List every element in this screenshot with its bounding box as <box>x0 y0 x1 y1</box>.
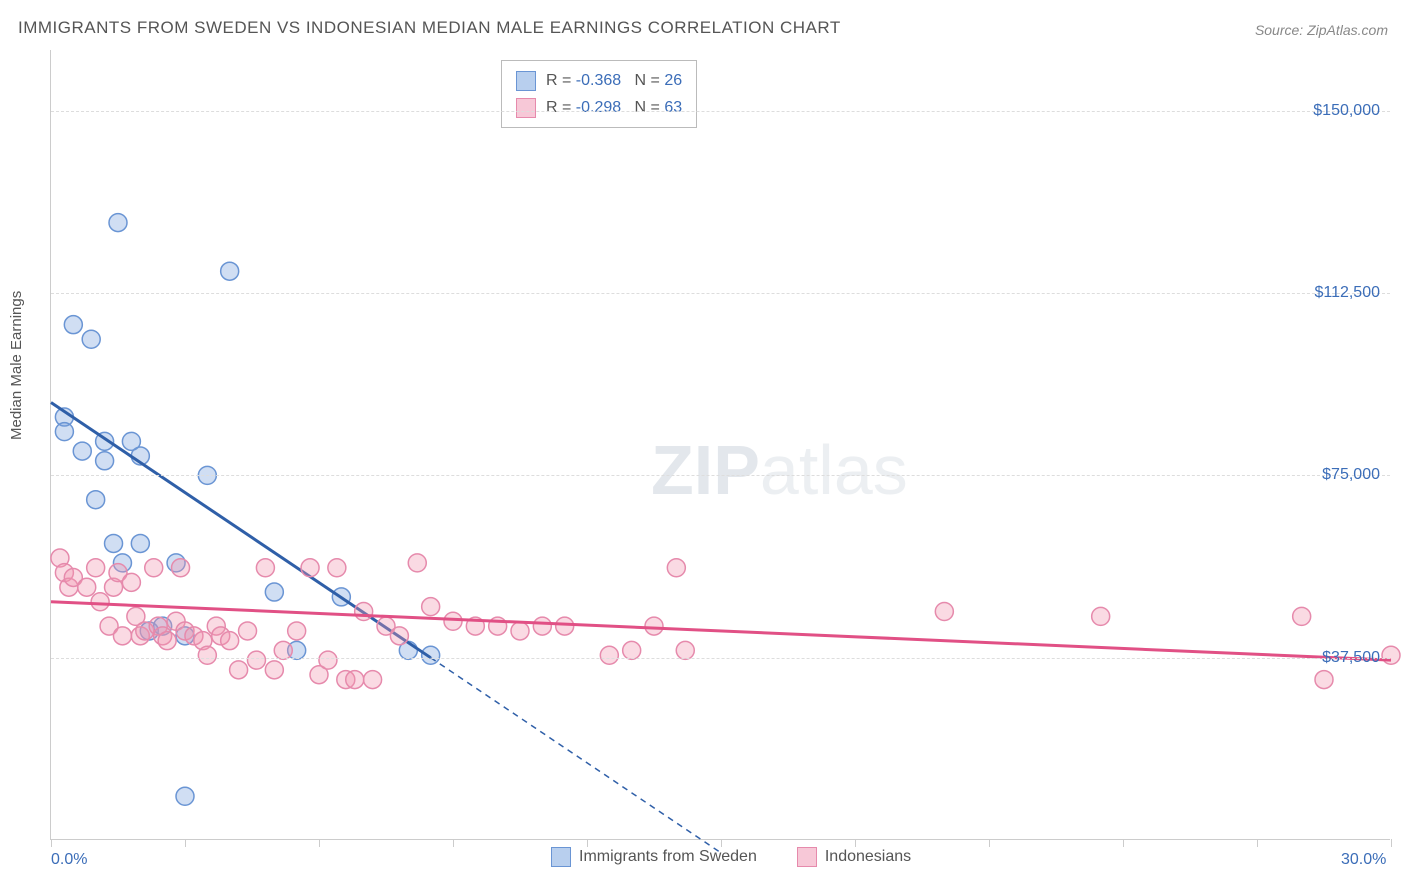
legend-item-indonesians: Indonesians <box>797 847 911 867</box>
gridline-h <box>51 111 1390 112</box>
data-point-sweden <box>64 316 82 334</box>
data-point-indonesians <box>645 617 663 635</box>
data-point-sweden <box>176 787 194 805</box>
data-point-indonesians <box>319 651 337 669</box>
data-point-indonesians <box>122 573 140 591</box>
data-point-indonesians <box>600 646 618 664</box>
x-tick-label: 30.0% <box>1341 851 1386 869</box>
data-point-indonesians <box>444 612 462 630</box>
data-point-sweden <box>265 583 283 601</box>
legend-label-sweden: Immigrants from Sweden <box>579 848 757 866</box>
x-tick <box>1257 839 1258 847</box>
data-point-indonesians <box>78 578 96 596</box>
chart-title: IMMIGRANTS FROM SWEDEN VS INDONESIAN MED… <box>18 18 841 38</box>
y-tick-label: $112,500 <box>1314 284 1380 302</box>
data-point-indonesians <box>935 603 953 621</box>
data-point-sweden <box>87 491 105 509</box>
x-tick <box>989 839 990 847</box>
data-point-indonesians <box>91 593 109 611</box>
chart-svg <box>51 50 1390 839</box>
data-point-indonesians <box>556 617 574 635</box>
x-tick <box>185 839 186 847</box>
data-point-indonesians <box>230 661 248 679</box>
legend-swatch-sweden <box>516 71 536 91</box>
legend-label-indonesians: Indonesians <box>825 848 911 866</box>
gridline-h <box>51 475 1390 476</box>
data-point-indonesians <box>346 671 364 689</box>
data-point-indonesians <box>274 641 292 659</box>
gridline-h <box>51 293 1390 294</box>
data-point-indonesians <box>239 622 257 640</box>
data-point-indonesians <box>390 627 408 645</box>
x-tick <box>1391 839 1392 847</box>
legend-corr-text-indonesians: R = -0.298 N = 63 <box>546 94 682 121</box>
data-point-sweden <box>221 262 239 280</box>
data-point-indonesians <box>113 627 131 645</box>
data-point-indonesians <box>422 598 440 616</box>
legend-corr-row-sweden: R = -0.368 N = 26 <box>516 67 682 94</box>
data-point-indonesians <box>328 559 346 577</box>
data-point-indonesians <box>511 622 529 640</box>
data-point-indonesians <box>533 617 551 635</box>
data-point-indonesians <box>623 641 641 659</box>
data-point-indonesians <box>667 559 685 577</box>
data-point-sweden <box>73 442 91 460</box>
y-tick-label: $75,000 <box>1322 466 1380 484</box>
data-point-indonesians <box>301 559 319 577</box>
x-tick <box>855 839 856 847</box>
data-point-indonesians <box>676 641 694 659</box>
correlation-legend: R = -0.368 N = 26R = -0.298 N = 63 <box>501 60 697 128</box>
data-point-indonesians <box>221 632 239 650</box>
legend-swatch-bottom-sweden <box>551 847 571 867</box>
chart-plot-area: ZIPatlas R = -0.368 N = 26R = -0.298 N =… <box>50 50 1390 840</box>
x-tick <box>51 839 52 847</box>
legend-swatch-bottom-indonesians <box>797 847 817 867</box>
data-point-sweden <box>55 423 73 441</box>
source-attribution: Source: ZipAtlas.com <box>1255 22 1388 38</box>
legend-item-sweden: Immigrants from Sweden <box>551 847 757 867</box>
data-point-indonesians <box>288 622 306 640</box>
data-point-sweden <box>131 534 149 552</box>
data-point-indonesians <box>172 559 190 577</box>
data-point-sweden <box>109 214 127 232</box>
data-point-indonesians <box>247 651 265 669</box>
data-point-indonesians <box>1293 607 1311 625</box>
legend-swatch-indonesians <box>516 98 536 118</box>
x-tick-label: 0.0% <box>51 851 87 869</box>
data-point-indonesians <box>355 603 373 621</box>
y-tick-label: $150,000 <box>1313 102 1380 120</box>
data-point-indonesians <box>408 554 426 572</box>
data-point-indonesians <box>145 559 163 577</box>
y-tick-label: $37,500 <box>1322 649 1380 667</box>
data-point-indonesians <box>158 632 176 650</box>
data-point-indonesians <box>1315 671 1333 689</box>
data-point-sweden <box>105 534 123 552</box>
x-tick <box>453 839 454 847</box>
x-tick <box>587 839 588 847</box>
gridline-h <box>51 658 1390 659</box>
x-tick <box>1123 839 1124 847</box>
x-tick <box>319 839 320 847</box>
data-point-indonesians <box>87 559 105 577</box>
data-point-indonesians <box>265 661 283 679</box>
legend-corr-text-sweden: R = -0.368 N = 26 <box>546 67 682 94</box>
series-legend: Immigrants from Sweden Indonesians <box>551 847 911 867</box>
data-point-indonesians <box>1382 646 1400 664</box>
data-point-sweden <box>82 330 100 348</box>
data-point-indonesians <box>198 646 216 664</box>
data-point-indonesians <box>1092 607 1110 625</box>
legend-corr-row-indonesians: R = -0.298 N = 63 <box>516 94 682 121</box>
data-point-indonesians <box>256 559 274 577</box>
data-point-sweden <box>96 452 114 470</box>
x-tick <box>721 839 722 847</box>
y-axis-label: Median Male Earnings <box>8 291 25 440</box>
regression-dashed-sweden <box>431 658 721 853</box>
data-point-indonesians <box>364 671 382 689</box>
